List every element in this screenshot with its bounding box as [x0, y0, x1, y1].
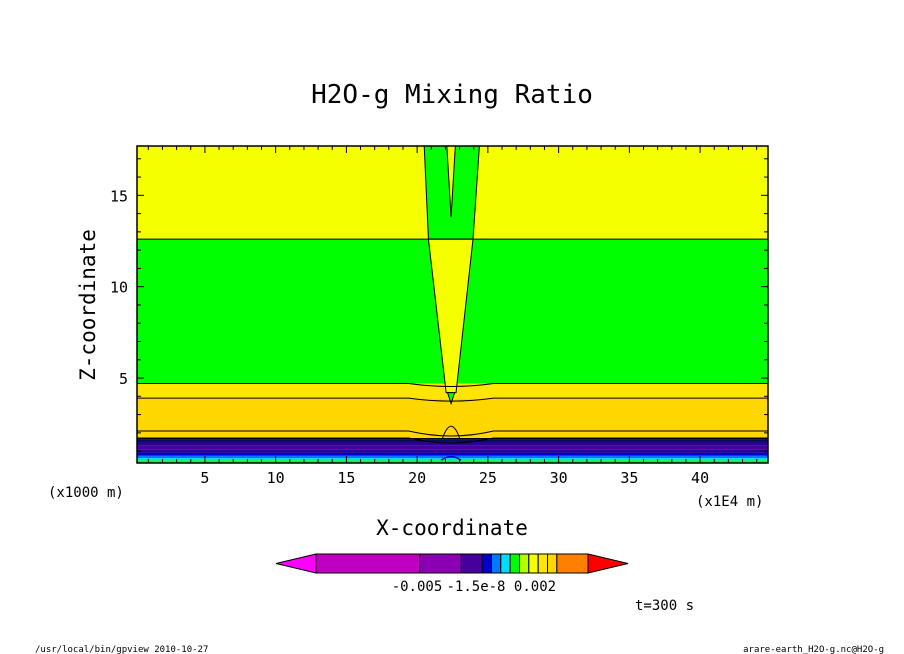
time-label: t=300 s	[635, 598, 694, 614]
colorbar-label-2: 0.002	[514, 579, 556, 595]
y-axis-unit: (x1000 m)	[48, 485, 124, 501]
colorbar-cell-2	[460, 553, 483, 574]
colorbar-cell-1	[419, 553, 462, 574]
colorbar-cell-8	[528, 553, 539, 574]
colorbar-low-arrow	[275, 553, 317, 574]
x-tick-label-15: 15	[337, 469, 355, 487]
x-tick-label-10: 10	[267, 469, 285, 487]
contour-line-0	[137, 383, 768, 388]
plot-area: 5 10 15 20 25 30 35 40 5 10 15	[110, 145, 769, 487]
colorbar-cell-0	[315, 553, 421, 574]
contour-band-1	[137, 458, 768, 461]
contour-line-3	[137, 437, 768, 444]
colorbar-cell-5	[500, 553, 511, 574]
surface-bump	[442, 425, 461, 439]
x-tick-label-40: 40	[691, 469, 709, 487]
x-axis-label: X-coordinate	[376, 516, 528, 540]
x-tick-label-35: 35	[620, 469, 638, 487]
x-tick-label-20: 20	[408, 469, 426, 487]
y-axis-label: Z-coordinate	[76, 229, 100, 381]
contour-line-1	[137, 397, 768, 402]
chart-title: H2O-g Mixing Ratio	[311, 80, 593, 110]
x-axis-unit: (x1E4 m)	[696, 494, 763, 510]
contour-band-10	[137, 398, 768, 432]
colorbar-cell-7	[518, 553, 530, 574]
x-tick-label-25: 25	[479, 469, 497, 487]
contour-band-0	[137, 460, 768, 463]
contour-band-6	[137, 441, 768, 446]
contour-band-3	[137, 452, 768, 456]
x-tick-label-5: 5	[200, 469, 209, 487]
contour-band-8	[137, 437, 768, 440]
y-tick-label-15: 15	[110, 187, 128, 205]
y-tick-label-5: 5	[119, 370, 128, 388]
green-dip	[446, 392, 456, 406]
contour-band-5	[137, 445, 768, 450]
y-tick-label-10: 10	[110, 279, 128, 297]
colorbar-label-0: -0.005	[392, 579, 443, 595]
contour-line-2	[137, 430, 768, 437]
colorbar-cell-9	[537, 553, 549, 574]
footer-right: arare-earth_H2O-g.nc@H2O-g	[743, 645, 884, 654]
colorbar-cell-6	[509, 553, 520, 574]
colorbar-high-arrow	[587, 553, 629, 574]
contour-band-9	[137, 431, 768, 438]
colorbar-cell-11	[556, 553, 589, 574]
colorbar-label-1: -1.5e-8	[446, 579, 505, 595]
colorbar-cell-10	[547, 553, 558, 574]
contour-band-7	[137, 439, 768, 442]
colorbar: -0.005 -1.5e-8 0.002	[275, 553, 629, 595]
colorbar-cell-4	[490, 553, 502, 574]
footer-left: /usr/local/bin/gpview 2010-10-27	[35, 645, 208, 654]
x-tick-label-30: 30	[550, 469, 568, 487]
colorbar-cell-3	[481, 553, 492, 574]
contour-band-4	[137, 449, 768, 453]
